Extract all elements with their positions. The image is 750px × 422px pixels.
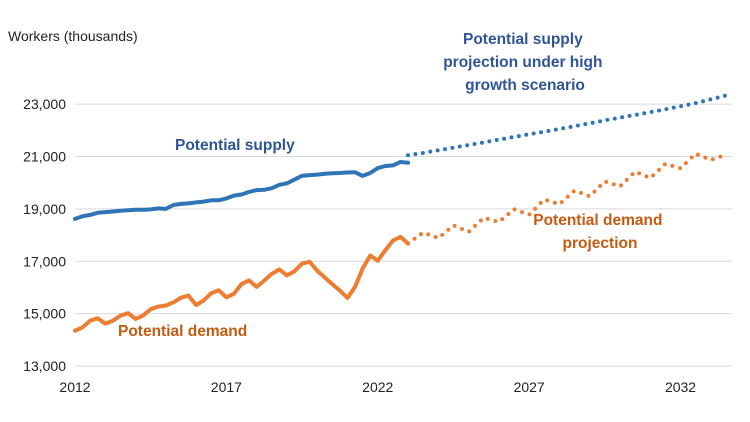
demand-label: Potential demand: [118, 323, 247, 340]
x-tick-label: 2032: [665, 379, 696, 395]
series-group: [73, 93, 728, 333]
supply-projection-line-2: projection under high: [443, 54, 602, 71]
y-tick-label: 17,000: [23, 253, 66, 269]
demand-projection-line-2: projection: [563, 235, 638, 252]
gridlines: [75, 103, 732, 367]
supply-label: Potential supply: [175, 137, 295, 154]
y-tick-labels: 13,000 15,000 17,000 19,000 21,000 23,000: [23, 96, 66, 374]
y-tick-label: 23,000: [23, 96, 66, 112]
supply-projection-label: Potential supply projection under high g…: [443, 31, 607, 94]
x-tick-label: 2017: [211, 379, 242, 395]
demand-line: [73, 234, 410, 333]
y-tick-label: 19,000: [23, 201, 66, 217]
supply-line: [73, 160, 410, 221]
y-tick-label: 13,000: [23, 358, 66, 374]
x-tick-label: 2027: [514, 379, 545, 395]
x-tick-label: 2012: [59, 379, 90, 395]
x-tick-label: 2022: [362, 379, 393, 395]
demand-projection-label: Potential demand projection: [533, 212, 667, 252]
supply-projection-line-1: Potential supply: [463, 31, 583, 48]
supply-projection-line-3: growth scenario: [465, 77, 585, 94]
demand-projection-line-1: Potential demand: [533, 212, 662, 229]
demand-projection-line: [406, 151, 728, 246]
y-tick-label: 21,000: [23, 149, 66, 165]
y-axis-label: Workers (thousands): [8, 28, 138, 44]
x-tick-labels: 2012 2017 2022 2027 2032: [59, 379, 696, 395]
y-tick-label: 15,000: [23, 306, 66, 322]
